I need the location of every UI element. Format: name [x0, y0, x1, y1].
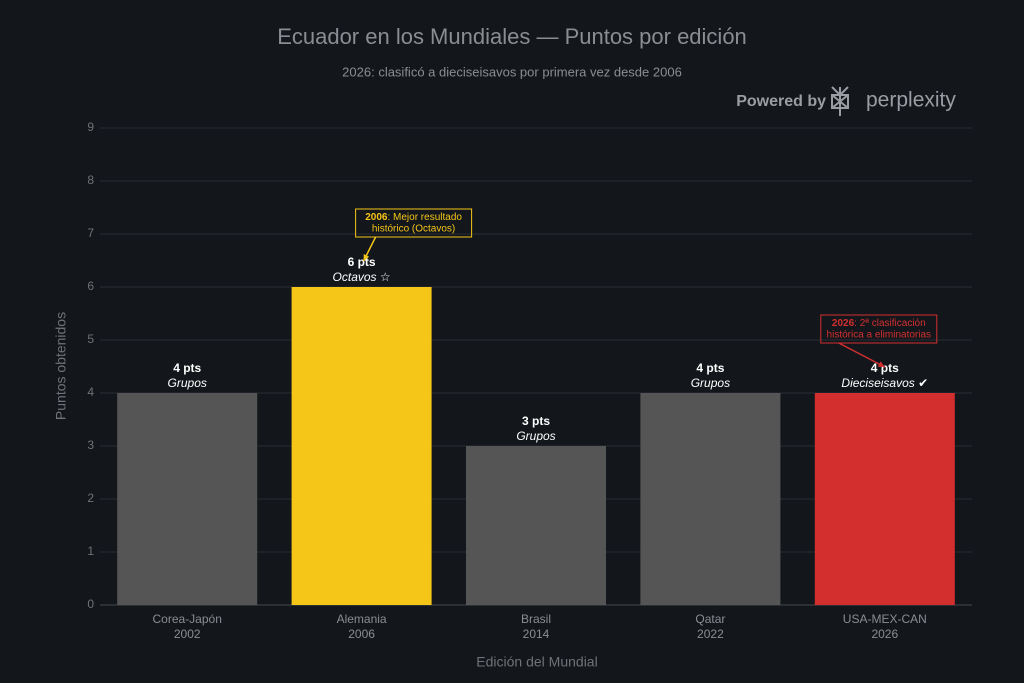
- bar: [291, 287, 432, 605]
- x-tick-year: 2026: [871, 627, 898, 641]
- brand-prefix: Powered by: [736, 93, 826, 110]
- annotation-arrow: [838, 342, 886, 368]
- stage-label: Grupos: [168, 376, 207, 390]
- chart-subtitle: 2026: clasificó a dieciseisavos por prim…: [342, 64, 682, 79]
- value-label: 6 pts: [348, 255, 376, 269]
- annotation-arrowhead: [363, 254, 370, 261]
- x-tick-label: Qatar: [695, 612, 725, 626]
- x-tick-year: 2014: [523, 627, 550, 641]
- annotation-year: 2026: [832, 318, 855, 329]
- annotation-arrowhead: [877, 361, 885, 367]
- x-axis-title: Edición del Mundial: [476, 654, 597, 670]
- value-label: 4 pts: [696, 361, 724, 375]
- x-tick-label: Alemania: [337, 612, 387, 626]
- annotation-line: histórico (Octavos): [372, 224, 455, 235]
- brand-name: perplexity: [866, 89, 956, 112]
- y-tick-label: 6: [87, 279, 94, 293]
- x-tick-year: 2022: [697, 627, 724, 641]
- bar: [640, 393, 781, 605]
- bar: [814, 393, 955, 605]
- y-tick-label: 8: [87, 173, 94, 187]
- x-tick-label: Brasil: [521, 612, 551, 626]
- x-tick-label: USA-MEX-CAN: [843, 612, 927, 626]
- y-tick-label: 9: [87, 120, 94, 134]
- stage-label: Grupos: [691, 376, 730, 390]
- bar: [117, 393, 258, 605]
- annotation-line: 2006: Mejor resultado: [365, 212, 462, 223]
- y-axis-title: Puntos obtenidos: [53, 312, 69, 420]
- x-tick-label: Corea-Japón: [153, 612, 222, 626]
- stage-label: Octavos ☆: [333, 270, 391, 284]
- y-tick-label: 0: [87, 597, 94, 611]
- annotation-text: : 2ª clasificación: [854, 318, 926, 329]
- annotation-box: [355, 208, 473, 238]
- annotation-text: : Mejor resultado: [387, 212, 462, 223]
- annotation-year: 2006: [365, 212, 388, 223]
- annotation-line: histórica a eliminatorias: [827, 330, 932, 341]
- y-tick-label: 1: [87, 544, 94, 558]
- x-tick-year: 2002: [174, 627, 201, 641]
- stage-label: Grupos: [516, 429, 555, 443]
- annotation-line: 2026: 2ª clasificación: [832, 318, 926, 329]
- value-label: 4 pts: [173, 361, 201, 375]
- y-tick-label: 7: [87, 226, 94, 240]
- y-tick-label: 5: [87, 332, 94, 346]
- brand-logo: [831, 86, 849, 116]
- y-tick-label: 2: [87, 491, 94, 505]
- value-label: 3 pts: [522, 414, 550, 428]
- y-tick-label: 4: [87, 385, 94, 399]
- bar: [466, 446, 606, 605]
- chart-title: Ecuador en los Mundiales — Puntos por ed…: [277, 24, 747, 49]
- value-label: 4 pts: [871, 361, 899, 375]
- x-tick-year: 2006: [348, 627, 375, 641]
- y-tick-label: 3: [87, 438, 94, 452]
- stage-label: Dieciseisavos ✔: [841, 376, 928, 390]
- annotation-box: [820, 314, 938, 344]
